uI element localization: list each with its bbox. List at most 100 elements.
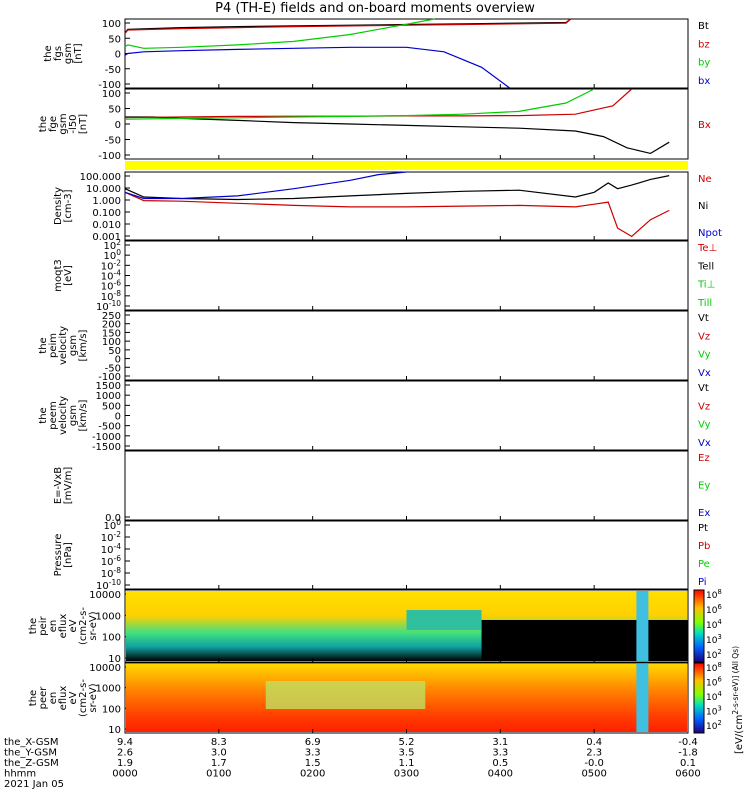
series-line (124, 46, 511, 89)
x-axis-row-label: hhmm (4, 769, 36, 780)
legend-entry: Bt (698, 21, 709, 32)
y-label-line: peer (38, 686, 49, 710)
legend-entry: Vy (698, 420, 711, 431)
y-axis-label: the fge gsm -l50 [nT] (38, 113, 89, 134)
y-tick-label: 10-10 (96, 299, 121, 313)
legend-entry: Pi (698, 577, 707, 588)
y-tick-label: 1000 (96, 684, 121, 695)
y-tick-label: 100 (102, 633, 121, 644)
legend-entry: Ey (698, 481, 710, 492)
y-label-line: [eV] (63, 265, 74, 286)
chart-title: P4 (TH-E) fields and on-board moments ov… (215, 1, 535, 16)
y-tick-label: 100 (102, 89, 121, 100)
heatmap-vertical-band (636, 591, 649, 661)
y-tick-label: 10000 (89, 590, 121, 601)
y-label-line: [mV/m] (63, 467, 74, 505)
y-label-line: fge (48, 116, 59, 132)
x-tick-label: 0500 (581, 769, 606, 780)
x-tick-label: 0400 (488, 769, 513, 780)
legend-entry: by (698, 58, 710, 69)
y-tick-label: -50 (105, 363, 121, 374)
y-axis-label: the peem velocity gsm [km/s] (38, 396, 89, 435)
y-label-line: the (38, 407, 49, 423)
y-label-line: the (28, 618, 39, 634)
y-axis-label: moqt3 [eV] (53, 259, 74, 292)
y-tick-label: -1500 (92, 442, 121, 453)
y-label-line: gsm (68, 405, 79, 426)
y-tick-label: 200 (102, 320, 121, 331)
x-tick-label: 3.0 (211, 748, 227, 759)
y-tick-label: 100.000 (80, 172, 121, 183)
y-tick-label: -100 (98, 372, 121, 383)
series-line (124, 191, 670, 238)
y-tick-label: -1000 (92, 432, 121, 443)
y-tick-label: 250 (102, 311, 121, 322)
legend-entry: Ni (698, 201, 708, 212)
legend-entry: Vx (698, 438, 711, 449)
y-tick-label: 0 (115, 355, 121, 366)
colorbar-label-text: [eV/(cm2-s-sr-eV)] (All Qs) (731, 646, 745, 754)
y-tick-label: 500 (102, 401, 121, 412)
panel-frame (124, 171, 689, 241)
series-line (124, 171, 407, 200)
y-label-line: gsm (63, 43, 74, 64)
legend-entry: Pb (698, 541, 710, 552)
colorbar-tick-label: 108 (706, 588, 722, 601)
y-tick-label: 1000 (96, 391, 121, 402)
panel-frame (124, 240, 689, 311)
series-line (124, 18, 572, 34)
x-tick-label: 0200 (300, 769, 325, 780)
x-tick-label: 1.9 (117, 758, 133, 769)
legend-entry: Ex (698, 508, 710, 519)
y-label-line: velocity (58, 396, 69, 435)
y-label-line: [km/s] (78, 329, 89, 361)
y-tick-label: 10-8 (101, 566, 121, 580)
legend-entry: Npot (698, 228, 722, 239)
legend-entry: Vz (698, 401, 710, 412)
y-label-line: gsm (58, 113, 69, 134)
y-tick-label: 0 (115, 50, 121, 61)
y-label-line: [nT] (78, 114, 89, 134)
y-label-line: [nT] (73, 43, 84, 63)
y-tick-label: 100 (102, 337, 121, 348)
legend-entry: Vx (698, 368, 711, 379)
x-tick-label: 0000 (112, 769, 137, 780)
x-tick-label: 2.6 (117, 748, 133, 759)
panel-frame (124, 450, 689, 521)
legend-entry: Vz (698, 331, 710, 342)
colorbar-tick-label: 104 (706, 618, 722, 631)
x-tick-label: 0.5 (492, 758, 508, 769)
x-tick-label: 6.9 (305, 737, 321, 748)
colorbar-tick-label: 102 (706, 719, 722, 732)
legend-entry: Vt (698, 383, 709, 394)
x-axis-row-label: the_Y-GSM (4, 748, 57, 759)
y-label-line: peem (48, 401, 59, 429)
x-tick-label: -1.8 (678, 748, 698, 759)
y-axis-label: E=-VxB [mV/m] (53, 467, 74, 505)
x-tick-label: 2.3 (586, 748, 602, 759)
y-axis-label: the fgs gsm [nT] (43, 43, 84, 64)
y-label-line: velocity (58, 326, 69, 365)
heatmap-mid-region (406, 610, 482, 630)
legend-entry: bz (698, 39, 710, 50)
y-tick-label: 10-2 (101, 530, 121, 544)
y-tick-label: 50 (108, 34, 121, 45)
panel-frame (124, 18, 689, 89)
y-tick-label: 10-4 (101, 269, 121, 283)
y-tick-label: 10-6 (101, 554, 121, 568)
y-label-line: (cm2-s- (78, 679, 89, 717)
y-label-line: en (48, 620, 59, 633)
heatmap-mid-region (265, 681, 426, 709)
x-tick-label: 3.3 (492, 748, 508, 759)
y-tick-label: 100 (103, 248, 121, 262)
y-tick-label: 10000 (89, 663, 121, 674)
x-tick-label: 3.3 (305, 748, 321, 759)
y-label-line: [nPa] (63, 542, 74, 568)
colorbar-tick-label: 104 (706, 690, 722, 703)
y-tick-label: 10-2 (101, 258, 121, 272)
y-tick-label: 10.000 (86, 184, 121, 195)
y-label-line: [km/s] (78, 399, 89, 431)
colorbar-label: [eV/(cm2-s-sr-eV)] (All Qs) (731, 646, 745, 754)
y-axis-label: the peir en eflux eV (cm2-s-sr-eV) (28, 607, 99, 645)
panel-frame (124, 310, 689, 381)
